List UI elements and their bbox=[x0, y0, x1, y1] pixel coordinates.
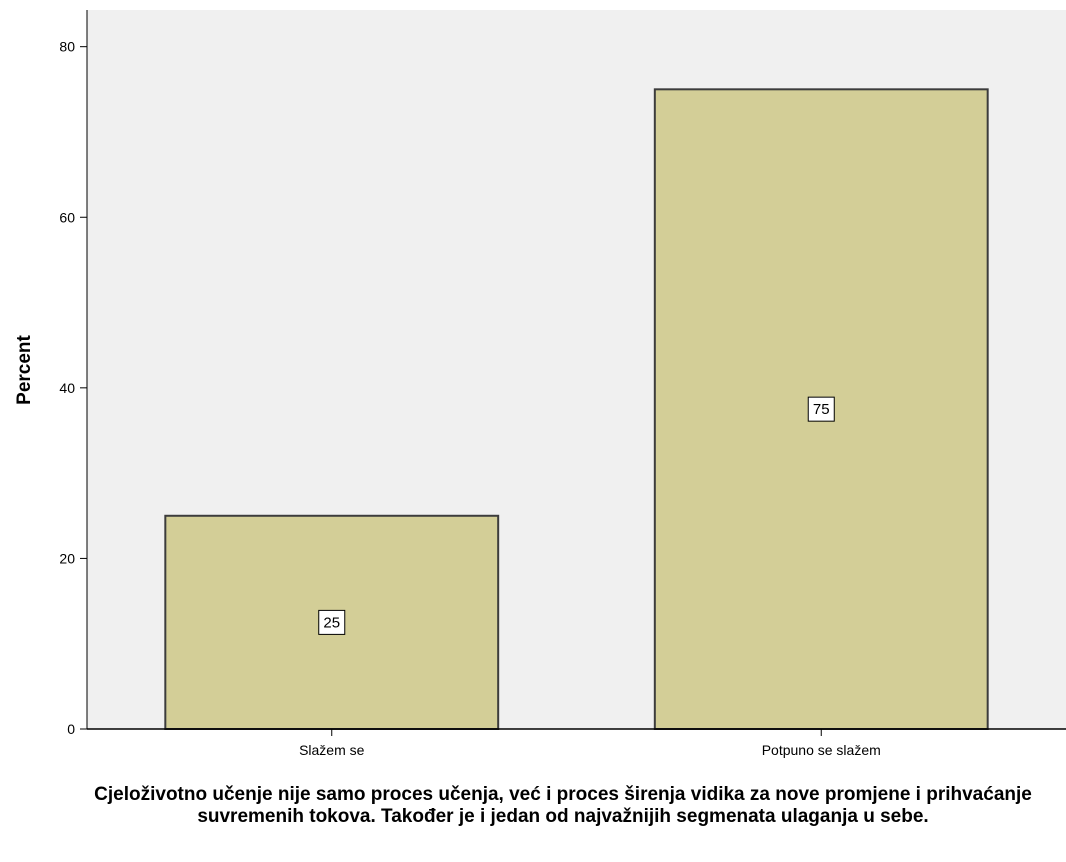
y-tick-label: 0 bbox=[67, 721, 75, 737]
y-axis-title: Percent bbox=[14, 334, 35, 404]
data-label-box bbox=[318, 609, 346, 635]
x-tick-label: Slažem se bbox=[299, 742, 365, 758]
y-tick-label: 40 bbox=[59, 380, 75, 396]
data-label-box bbox=[807, 396, 835, 422]
y-tick-label: 20 bbox=[59, 550, 75, 566]
y-tick-label: 60 bbox=[59, 209, 75, 225]
data-label: 75 bbox=[813, 401, 830, 418]
data-label: 25 bbox=[323, 614, 340, 631]
x-tick-label: Potpuno se slažem bbox=[762, 742, 881, 758]
x-axis-title: Cjeloživotno učenje nije samo proces uče… bbox=[94, 784, 1032, 827]
y-tick-label: 80 bbox=[59, 39, 75, 55]
